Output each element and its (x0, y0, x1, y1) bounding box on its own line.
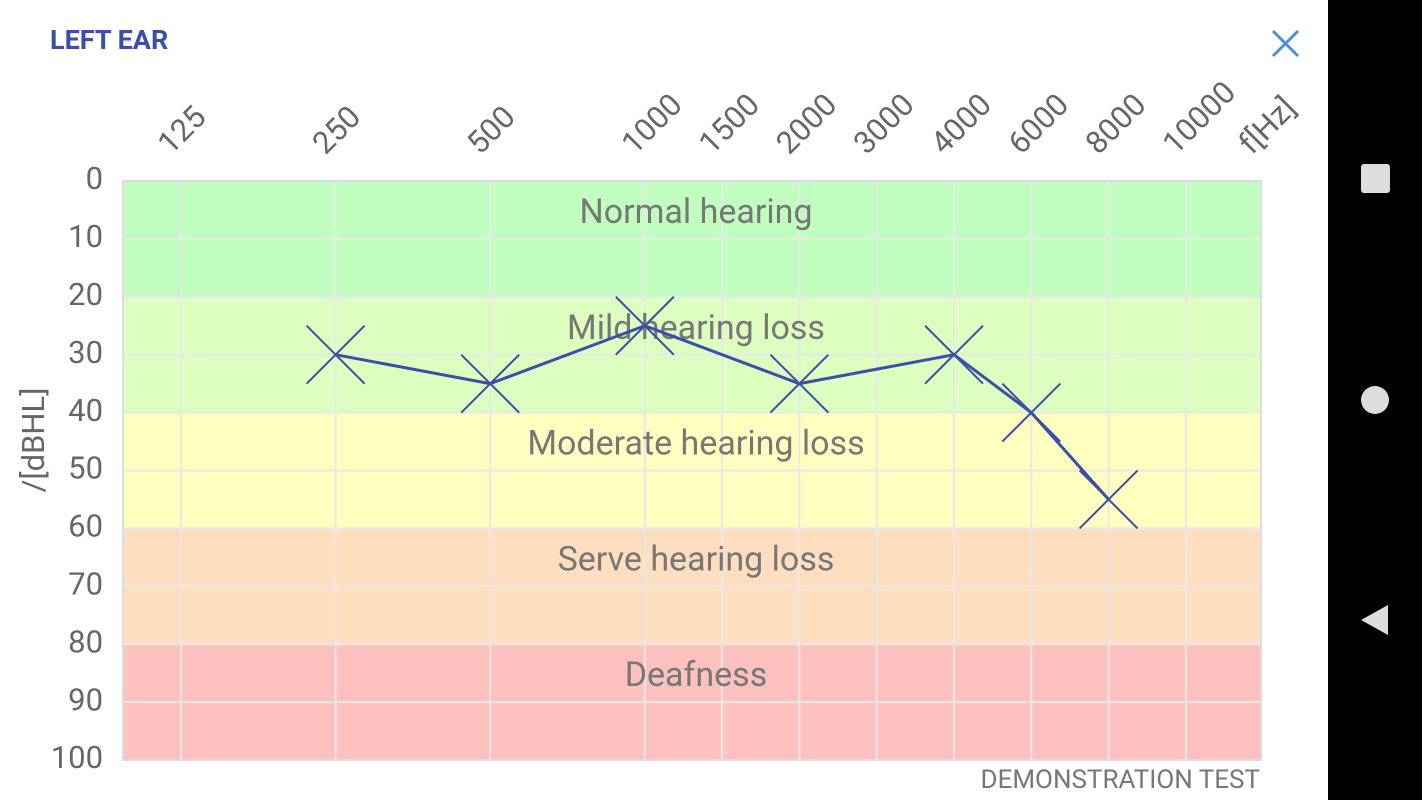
x-tick-label: 1000 (614, 86, 689, 161)
marker-x (924, 324, 984, 385)
x-tick-label: 3000 (846, 86, 921, 161)
marker-x (769, 353, 830, 414)
demo-note: DEMONSTRATION TEST (981, 765, 1260, 795)
y-axis-label: /[dBHL] (15, 388, 52, 493)
x-tick-label: 500 (459, 98, 522, 161)
band-label: Deafness (625, 655, 768, 695)
x-tick-label: 125 (150, 98, 213, 161)
plot-border (122, 180, 1262, 761)
x-tick-label: 2000 (769, 86, 844, 161)
band-label: Mild hearing loss (567, 308, 825, 348)
y-tick-label: 90 (68, 681, 103, 718)
back-button[interactable] (1361, 605, 1388, 635)
recent-button[interactable] (1361, 164, 1390, 193)
y-tick-label: 30 (68, 334, 103, 371)
audiogram: 0 10 20 30 40 50 60 70 80 90 100 125 250 500 1000 1500 2… (15, 74, 1303, 777)
band-label: Serve hearing loss (558, 539, 835, 579)
y-tick-label: 10 (68, 218, 103, 255)
marker-x (460, 353, 520, 414)
close-button[interactable] (1271, 29, 1300, 58)
x-tick-label: 10000 (1155, 74, 1243, 162)
x-tick-label: 1500 (691, 86, 766, 161)
band-label: Normal hearing (579, 192, 812, 232)
x-tick-label: 250 (305, 98, 368, 161)
marker-x (305, 324, 366, 385)
home-button[interactable] (1361, 386, 1389, 414)
x-tick-label: 8000 (1078, 86, 1153, 161)
ear-title: LEFT EAR (50, 24, 168, 56)
y-tick-label: 50 (68, 450, 103, 487)
y-tick-label: 60 (68, 508, 103, 545)
y-tick-label: 20 (68, 276, 103, 313)
band-label: Moderate hearing loss (527, 424, 864, 464)
y-tick-label: 40 (68, 392, 103, 429)
marker-x (1078, 469, 1139, 530)
y-tick-label: 70 (68, 565, 103, 602)
x-tick-label: 4000 (923, 86, 998, 161)
marker-x (1001, 382, 1062, 443)
y-tick-label: 100 (51, 739, 103, 776)
y-tick-label: 80 (68, 623, 103, 660)
marker-x (615, 296, 675, 356)
y-tick-label: 0 (86, 160, 103, 197)
x-tick-label: 6000 (1001, 86, 1076, 161)
